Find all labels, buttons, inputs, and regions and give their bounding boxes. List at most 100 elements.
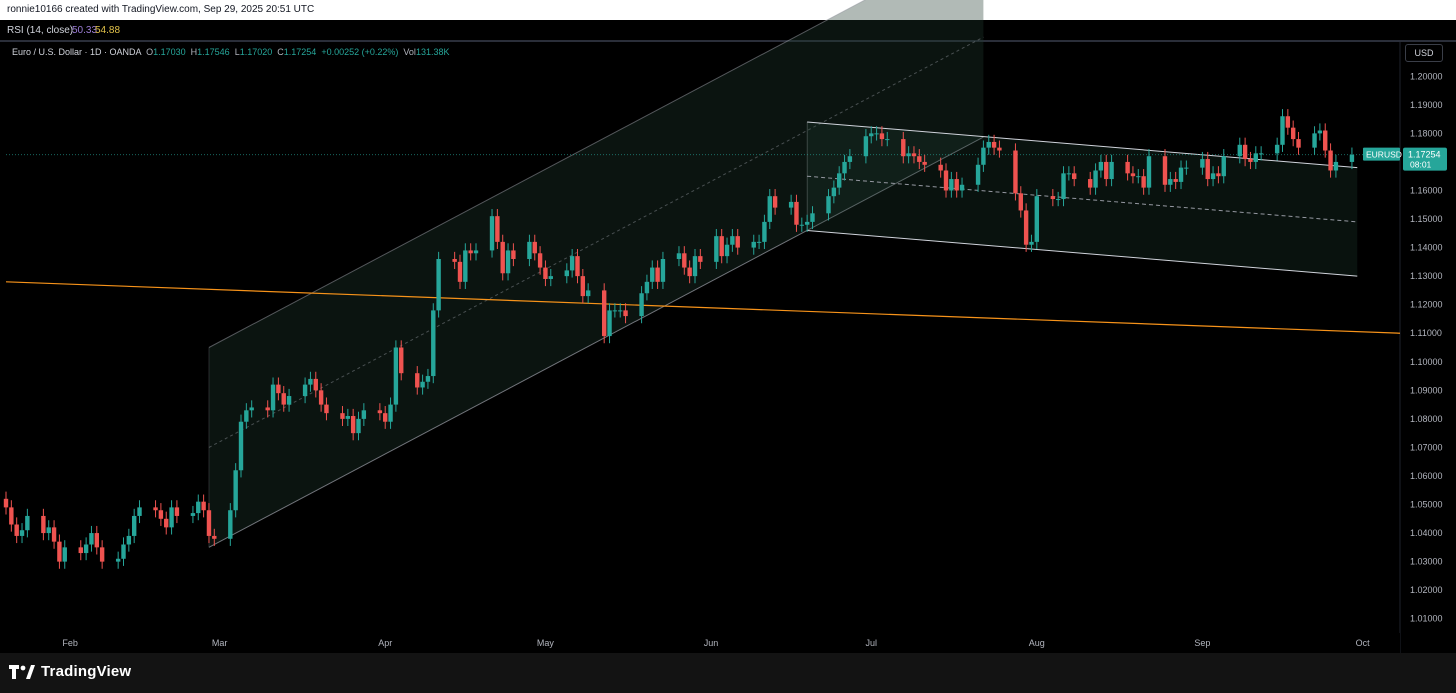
price-tick-label: 1.04000 [1410, 528, 1443, 538]
candle-body [975, 164, 981, 185]
candle-body [810, 213, 815, 222]
candle-body [618, 310, 623, 312]
candle-body [981, 147, 986, 165]
time-tick-label: Jun [704, 638, 719, 648]
price-tick-label: 1.20000 [1410, 71, 1443, 81]
candle-body [650, 267, 655, 282]
candle-body [874, 133, 879, 135]
candle-body [511, 250, 516, 259]
candle-body [340, 413, 345, 419]
candle-body [99, 547, 105, 562]
falling-channel-upper-line [807, 121, 1358, 169]
candle-body [377, 410, 383, 414]
candle-body [660, 258, 666, 282]
candle-body [1034, 196, 1040, 242]
candle-body [735, 236, 740, 248]
candle-body [121, 544, 126, 559]
candle-body [62, 547, 67, 562]
candle-body [1029, 241, 1034, 245]
candle-body [1280, 116, 1285, 145]
candle-body [1125, 161, 1130, 174]
candle-body [388, 404, 393, 422]
candle-body [869, 133, 874, 137]
price-tick-label: 1.06000 [1410, 471, 1443, 481]
candle-body [500, 241, 505, 274]
candle-body [350, 416, 356, 434]
candle-body [730, 236, 735, 245]
candle-body [425, 376, 431, 382]
candle-body [19, 530, 25, 536]
price-tick-label: 1.02000 [1410, 585, 1443, 595]
price-tag-countdown: 08:01 [1410, 160, 1432, 170]
candle-body [949, 179, 954, 191]
candle-body [324, 404, 329, 414]
high-value: 1.17546 [197, 47, 230, 57]
candle-body [1290, 127, 1296, 140]
rising-channel-upper-line [208, 0, 866, 348]
candle-body [959, 184, 965, 191]
candle-body [452, 258, 457, 262]
candle-body [569, 256, 575, 271]
candle-body [585, 290, 591, 297]
candle-body [537, 253, 543, 268]
candle-body [639, 293, 644, 317]
candle-body [356, 418, 361, 434]
candle-body [1205, 159, 1210, 180]
volume-value: 131.38K [415, 47, 450, 57]
chart-pane[interactable] [0, 42, 1456, 653]
candle-body [383, 413, 388, 422]
time-tick-label: Feb [62, 638, 78, 648]
candle-body [548, 276, 553, 279]
candle-body [265, 407, 270, 411]
candle-body [115, 558, 121, 562]
candle-body [46, 527, 51, 534]
candle-body [826, 196, 831, 214]
candle-body [1349, 154, 1355, 162]
price-tick-label: 1.14000 [1410, 243, 1443, 253]
time-tick-label: Mar [212, 638, 228, 648]
candle-body [78, 547, 83, 554]
pane-separator[interactable] [0, 40, 1456, 42]
candle-body [1184, 167, 1189, 169]
candle-body [302, 384, 308, 397]
candle-body [457, 261, 463, 282]
candle-body [1018, 193, 1023, 211]
currency-button[interactable]: USD [1405, 44, 1443, 62]
candle-body [1061, 173, 1066, 200]
orange-trendline [5, 281, 1401, 334]
candle-body [420, 381, 425, 388]
rsi-value-2: 54.88 [95, 25, 121, 36]
candle-body [1242, 144, 1248, 160]
candle-body [431, 310, 436, 377]
candle-body [249, 407, 254, 411]
candle-body [1178, 167, 1184, 182]
price-tick-label: 1.16000 [1410, 185, 1443, 195]
price-tick-label: 1.09000 [1410, 385, 1443, 395]
rising-channel-lower-line [208, 136, 984, 548]
candle-body [308, 378, 313, 385]
candle-body [885, 139, 890, 141]
open-value: 1.17030 [153, 47, 186, 57]
candle-body [1066, 173, 1072, 175]
candle-body [1328, 150, 1333, 171]
candle-body [986, 141, 991, 148]
price-tick-label: 1.15000 [1410, 214, 1443, 224]
tradingview-brand[interactable]: TradingView [9, 663, 131, 680]
candle-body [938, 164, 943, 171]
symbol-tag-box [1363, 147, 1400, 161]
candle-body [318, 390, 324, 405]
candle-body [89, 533, 94, 545]
candle-body [1130, 173, 1136, 177]
candle-body [190, 513, 196, 516]
candle-body [794, 201, 799, 225]
candle-body [153, 507, 158, 511]
candle-body [169, 507, 174, 528]
candle-body [943, 170, 949, 191]
candle-body [244, 410, 249, 422]
price-axis [1400, 42, 1456, 653]
time-tick-label: Apr [378, 638, 392, 648]
time-tick-label: May [537, 638, 555, 648]
candle-body [233, 470, 238, 511]
candle-body [1248, 159, 1253, 162]
